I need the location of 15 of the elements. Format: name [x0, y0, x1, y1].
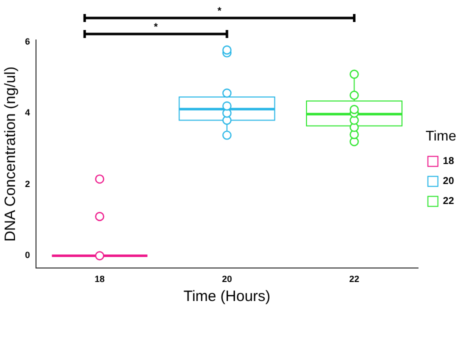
text: * [154, 22, 158, 33]
x-tick-label: 18 [94, 274, 105, 284]
legend-label: 18 [442, 156, 454, 168]
y-axis-title: DNA Concentration (ng/ul) [2, 66, 20, 242]
text: * [217, 6, 222, 17]
legend-label: 20 [442, 176, 454, 188]
y-tick-label: 6 [24, 36, 30, 46]
legend-title: Time [426, 127, 456, 144]
x-tick-label: 20 [222, 274, 232, 284]
y-tick-label: 2 [24, 178, 30, 189]
y-tick-label: 4 [24, 108, 30, 118]
y-tick-label: 0 [24, 250, 30, 260]
x-tick-label: 22 [349, 274, 360, 284]
legend-label: 22 [442, 196, 454, 208]
x-axis-title: Time (Hours) [183, 288, 270, 306]
